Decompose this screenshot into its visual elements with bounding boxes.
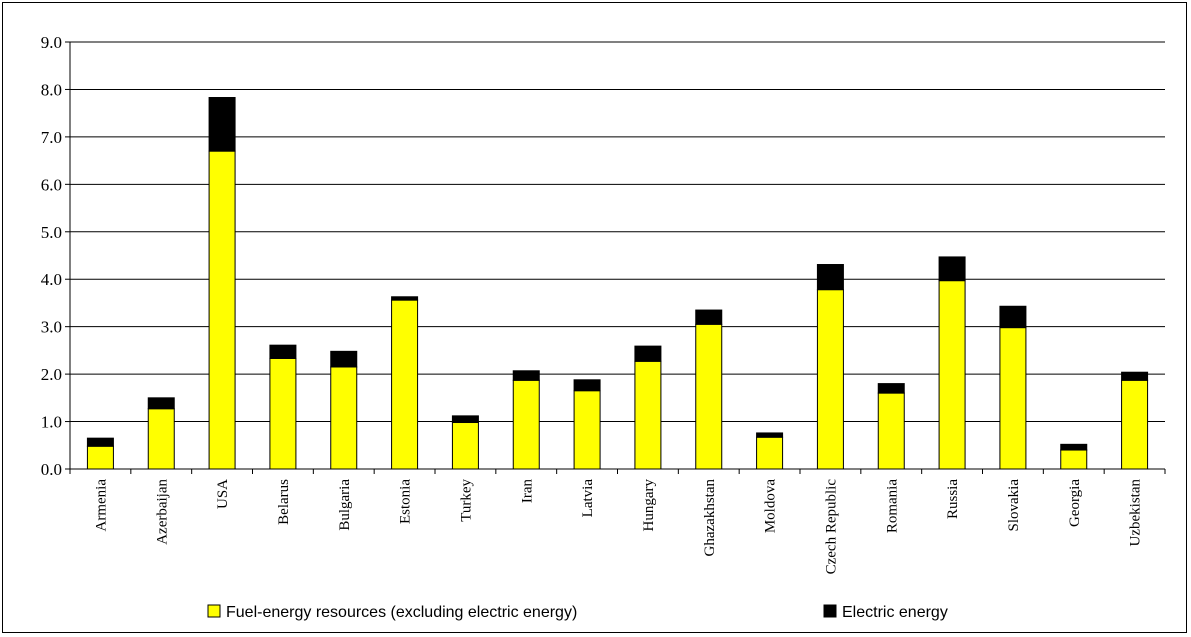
bar-electric bbox=[634, 345, 662, 362]
y-tick-label: 0.0 bbox=[41, 460, 62, 479]
bar-fuel bbox=[208, 150, 236, 470]
x-category-label: Iran bbox=[519, 479, 535, 504]
bar-electric bbox=[1060, 443, 1088, 451]
x-category-label: Georgia bbox=[1067, 479, 1083, 527]
legend-label-fuel: Fuel-energy resources (excluding electri… bbox=[226, 604, 577, 621]
y-tick-label: 1.0 bbox=[41, 413, 62, 432]
bar-fuel bbox=[695, 323, 723, 470]
bar-electric bbox=[573, 379, 601, 392]
bar-electric bbox=[756, 432, 784, 438]
x-category-label: Slovakia bbox=[1006, 479, 1022, 532]
bar-electric bbox=[816, 264, 844, 291]
x-category-label: Russia bbox=[945, 479, 961, 519]
bar-fuel bbox=[451, 422, 479, 470]
x-category-label: Romania bbox=[884, 479, 900, 533]
x-category-label: Czech Republic bbox=[823, 479, 839, 575]
y-tick-label: 9.0 bbox=[41, 33, 62, 52]
bar-electric bbox=[512, 370, 540, 381]
x-category-label: Hungary bbox=[641, 479, 657, 532]
bar-fuel bbox=[147, 408, 175, 470]
bar-fuel bbox=[269, 357, 297, 470]
bar-electric bbox=[330, 350, 358, 368]
x-category-label: Armenia bbox=[93, 479, 109, 532]
legend: Fuel-energy resources (excluding electri… bbox=[207, 604, 948, 621]
bar-fuel bbox=[1121, 379, 1149, 470]
y-tick-label: 3.0 bbox=[41, 318, 62, 337]
y-tick-label: 5.0 bbox=[41, 223, 62, 242]
bar-electric bbox=[391, 296, 419, 301]
bar-fuel bbox=[512, 379, 540, 470]
bar-electric bbox=[86, 437, 114, 447]
bars bbox=[86, 97, 1149, 470]
bar-fuel bbox=[816, 289, 844, 470]
bar-electric bbox=[877, 383, 905, 394]
bar-electric bbox=[1121, 371, 1149, 381]
bar-fuel bbox=[330, 366, 358, 470]
y-tick-label: 2.0 bbox=[41, 365, 62, 384]
bar-electric bbox=[147, 397, 175, 410]
x-category-label: Ghazakhstan bbox=[702, 479, 718, 557]
bar-fuel bbox=[573, 390, 601, 470]
legend-swatch-fuel bbox=[207, 604, 221, 618]
bar-fuel bbox=[86, 445, 114, 470]
x-category-label: Bulgaria bbox=[337, 479, 353, 531]
bar-electric bbox=[695, 309, 723, 325]
bar-electric bbox=[269, 344, 297, 359]
x-category-label: USA bbox=[215, 479, 231, 509]
x-category-label: Estonia bbox=[398, 479, 414, 524]
legend-label-electric: Electric energy bbox=[842, 604, 948, 621]
y-tick-label: 6.0 bbox=[41, 175, 62, 194]
bar-fuel bbox=[938, 280, 966, 470]
gridlines bbox=[70, 41, 1165, 423]
y-tick-label: 4.0 bbox=[41, 270, 62, 289]
x-category-label: Latvia bbox=[580, 479, 596, 518]
bar-electric bbox=[208, 97, 236, 152]
x-category-label: Azerbaijan bbox=[154, 479, 170, 545]
bar-fuel bbox=[1060, 449, 1088, 470]
bar-fuel bbox=[756, 436, 784, 470]
x-category-label: Turkey bbox=[458, 479, 474, 522]
bar-fuel bbox=[999, 327, 1027, 470]
bar-electric bbox=[938, 256, 966, 282]
y-tick-label: 8.0 bbox=[41, 80, 62, 99]
x-category-label: Uzbekistan bbox=[1128, 479, 1144, 547]
x-category-label: Belarus bbox=[276, 479, 292, 525]
legend-swatch-electric bbox=[823, 604, 837, 618]
bar-fuel bbox=[634, 360, 662, 470]
bar-electric bbox=[451, 415, 479, 424]
bar-fuel bbox=[391, 299, 419, 470]
axes: 0.0 1.0 2.0 3.0 4.0 5.0 6.0 7.0 8.0 9.0 Armenia Aze… bbox=[41, 33, 1166, 575]
bar-electric bbox=[999, 305, 1027, 329]
bar-fuel bbox=[877, 392, 905, 470]
x-category-label: Moldova bbox=[763, 479, 779, 534]
y-tick-label: 7.0 bbox=[41, 128, 62, 147]
